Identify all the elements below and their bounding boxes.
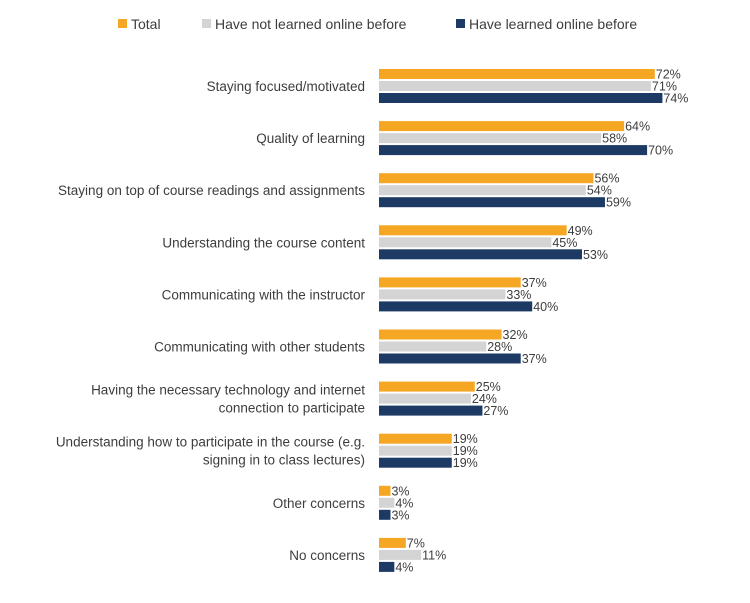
bar	[379, 341, 487, 352]
category-label: Understanding the course content	[162, 235, 365, 250]
value-label: 3%	[391, 508, 409, 522]
category-label: Other concerns	[273, 496, 366, 511]
bar	[379, 249, 582, 260]
bar	[379, 405, 483, 416]
value-label: 37%	[522, 352, 547, 366]
value-label: 32%	[503, 328, 528, 342]
bar	[379, 537, 406, 548]
value-label: 45%	[552, 236, 577, 250]
bar	[379, 225, 567, 236]
value-label: 33%	[506, 288, 531, 302]
value-label: 28%	[487, 340, 512, 354]
bar	[379, 393, 471, 404]
value-label: 24%	[472, 392, 497, 406]
value-labels: 72%71%74%64%58%70%56%54%59%49%45%53%37%3…	[391, 68, 688, 575]
bar	[379, 93, 663, 103]
value-label: 72%	[656, 68, 681, 82]
bar	[379, 289, 506, 300]
bar	[379, 381, 475, 392]
value-label: 74%	[663, 92, 688, 106]
value-label: 40%	[533, 300, 558, 314]
value-label: 4%	[395, 560, 413, 574]
category-label: signing in to class lectures)	[203, 453, 365, 468]
value-label: 58%	[602, 132, 627, 146]
legend-swatch-3	[456, 19, 465, 28]
value-label: 3%	[391, 484, 409, 498]
value-label: 64%	[625, 120, 650, 134]
value-label: 49%	[568, 224, 593, 238]
value-label: 25%	[476, 380, 501, 394]
value-label: 19%	[453, 456, 478, 470]
category-label: Understanding how to participate in the …	[56, 435, 365, 450]
category-label: Staying on top of course readings and as…	[58, 183, 365, 198]
value-label: 11%	[422, 548, 446, 562]
value-label: 19%	[453, 432, 478, 446]
value-label: 59%	[606, 196, 631, 210]
bar	[379, 561, 395, 572]
value-label: 54%	[587, 184, 612, 198]
bar	[379, 301, 533, 312]
bar	[379, 485, 391, 496]
bar	[379, 133, 602, 144]
bar	[379, 81, 651, 91]
value-label: 71%	[652, 80, 677, 94]
bar	[379, 433, 452, 444]
value-label: 37%	[522, 276, 547, 290]
legend-label-3: Have learned online before	[469, 16, 637, 32]
bar	[379, 277, 521, 288]
category-label: Communicating with the instructor	[162, 287, 366, 302]
value-label: 7%	[407, 536, 425, 550]
bar	[379, 145, 648, 156]
value-label: 19%	[453, 444, 478, 458]
legend: Total Have not learned online before Have …	[118, 16, 637, 32]
value-label: 70%	[648, 144, 673, 158]
bar	[379, 497, 395, 508]
bars	[379, 69, 663, 572]
bar	[379, 549, 422, 560]
value-label: 53%	[583, 248, 608, 262]
bar	[379, 329, 502, 340]
category-label: Quality of learning	[256, 131, 365, 146]
value-label: 4%	[395, 496, 413, 510]
value-label: 27%	[483, 404, 508, 418]
category-label: No concerns	[289, 548, 365, 563]
legend-swatch-2	[202, 19, 211, 28]
value-label: 56%	[594, 172, 619, 186]
bar	[379, 69, 655, 79]
legend-swatch-1	[118, 19, 127, 28]
category-label: Communicating with other students	[154, 340, 365, 355]
bar	[379, 353, 521, 364]
bar	[379, 457, 452, 468]
category-label: connection to participate	[219, 401, 365, 416]
category-labels: Staying focused/motivated Quality of lear…	[56, 79, 366, 563]
bar	[379, 445, 452, 456]
bar	[379, 237, 552, 248]
bar	[379, 509, 391, 520]
category-label: Staying focused/motivated	[207, 79, 365, 94]
bar	[379, 185, 586, 196]
legend-label-2: Have not learned online before	[215, 16, 407, 32]
bar	[379, 197, 605, 208]
legend-label-1: Total	[131, 16, 161, 32]
bar	[379, 173, 594, 184]
category-label: Having the necessary technology and inte…	[91, 383, 365, 398]
bar	[379, 121, 625, 132]
